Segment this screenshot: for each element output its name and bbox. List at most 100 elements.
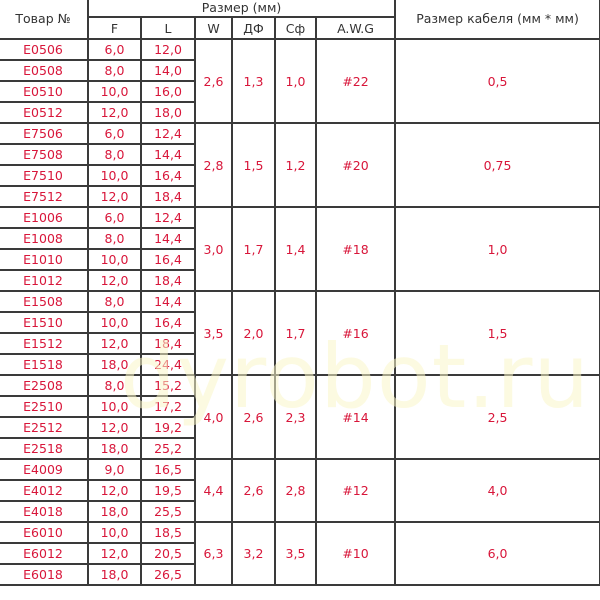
awg-value: #16 [314,290,397,376]
f-value: 8,0 [87,290,142,313]
l-value: 24,4 [140,353,196,376]
item-code: E7512 [0,185,89,208]
f-value: 6,0 [87,206,142,229]
f-value: 6,0 [87,38,142,61]
f-value: 8,0 [87,374,142,397]
table-row: E0508 8,0 14,0 [0,59,600,82]
table-row: E0506 6,0 12,0 2,6 1,3 1,0 #22 0,5 [0,38,600,124]
f-value: 12,0 [87,479,142,502]
item-code: E1508 [0,290,89,313]
awg-value: #20 [314,122,397,208]
header-cf: Сф [274,16,317,40]
f-value: 12,0 [87,542,142,565]
l-value: 12,0 [140,38,196,61]
table-row: E1008 8,0 14,4 [0,227,600,250]
item-code: E4009 [0,458,89,481]
f-value: 12,0 [87,416,142,439]
l-value: 19,5 [140,479,196,502]
table-row: E6010 10,0 18,5 6,3 3,2 3,5 #10 6,0 [0,521,600,586]
item-code: E1010 [0,248,89,271]
header-f: F [88,16,142,40]
w-value: 2,6 [194,38,233,124]
f-value: 10,0 [87,164,142,187]
item-code: E1012 [0,269,89,292]
table-row: E2518 18,0 25,2 [0,437,600,460]
w-value: 2,8 [194,122,233,208]
table-row: E0512 12,0 18,0 [0,101,600,124]
item-code: E6010 [0,521,89,544]
header-size: Размер (мм) [86,0,397,18]
l-value: 18,5 [140,521,196,544]
df-value: 2,6 [231,374,276,460]
cf-value: 3,5 [274,521,317,586]
l-value: 16,4 [140,248,196,271]
item-code: E0506 [0,38,89,61]
f-value: 18,0 [87,500,142,523]
cable-size-value: 0,5 [394,38,600,124]
w-value: 6,3 [194,521,233,586]
f-value: 10,0 [87,521,142,544]
table-row: E6018 18,0 26,5 [0,563,600,586]
table-row: E7512 12,0 18,4 [0,185,600,208]
l-value: 14,4 [140,290,196,313]
cf-value: 2,8 [274,458,317,523]
item-code: E2508 [0,374,89,397]
l-value: 12,4 [140,206,196,229]
f-value: 10,0 [87,395,142,418]
table-row: E7510 10,0 16,4 [0,164,600,187]
w-value: 3,0 [194,206,233,292]
item-code: E0512 [0,101,89,124]
table-row: E2512 12,0 19,2 [0,416,600,439]
table-row: E1518 18,0 24,4 [0,353,600,376]
table-row: E2508 8,0 15,2 4,0 2,6 2,3 #14 2,5 [0,374,600,460]
l-value: 16,4 [140,311,196,334]
f-value: 8,0 [87,227,142,250]
f-value: 10,0 [87,248,142,271]
item-code: E0508 [0,59,89,82]
item-code: E1518 [0,353,89,376]
f-value: 8,0 [87,59,142,82]
item-code: E7510 [0,164,89,187]
cf-value: 1,2 [274,122,317,208]
item-code: E1008 [0,227,89,250]
table-row: E1006 6,0 12,4 3,0 1,7 1,4 #18 1,0 [0,206,600,292]
f-value: 10,0 [87,80,142,103]
l-value: 12,4 [140,122,196,145]
table-row: E6012 12,0 20,5 [0,542,600,565]
table-row: E1010 10,0 16,4 [0,248,600,271]
w-value: 4,4 [194,458,233,523]
l-value: 25,2 [140,437,196,460]
l-value: 16,5 [140,458,196,481]
l-value: 25,5 [140,500,196,523]
l-value: 18,4 [140,185,196,208]
f-value: 12,0 [87,185,142,208]
table-row: E0510 10,0 16,0 [0,80,600,103]
l-value: 16,0 [140,80,196,103]
df-value: 1,3 [231,38,276,124]
cable-size-value: 1,0 [394,206,600,292]
df-value: 1,7 [231,206,276,292]
awg-value: #14 [314,374,397,460]
l-value: 20,5 [140,542,196,565]
header-awg: A.W.G [314,16,397,40]
table-row: E7508 8,0 14,4 [0,143,600,166]
table-row: E4012 12,0 19,5 [0,479,600,502]
header-l: L [140,16,196,40]
cf-value: 2,3 [274,374,317,460]
df-value: 2,6 [231,458,276,523]
f-value: 9,0 [87,458,142,481]
l-value: 18,4 [140,269,196,292]
table-row: E7506 6,0 12,4 2,8 1,5 1,2 #20 0,75 [0,122,600,208]
table-row: E2510 10,0 17,2 [0,395,600,418]
item-code: E4018 [0,500,89,523]
cable-size-value: 2,5 [394,374,600,460]
item-code: E0510 [0,80,89,103]
item-code: E1006 [0,206,89,229]
f-value: 10,0 [87,311,142,334]
table-row: E1510 10,0 16,4 [0,311,600,334]
header-w: W [194,16,233,40]
header-cable-size: Размер кабеля (мм * мм) [394,0,600,40]
item-code: E7506 [0,122,89,145]
table-row: E4018 18,0 25,5 [0,500,600,523]
terminal-size-table: Товар № Размер (мм) Размер кабеля (мм * … [0,0,600,586]
